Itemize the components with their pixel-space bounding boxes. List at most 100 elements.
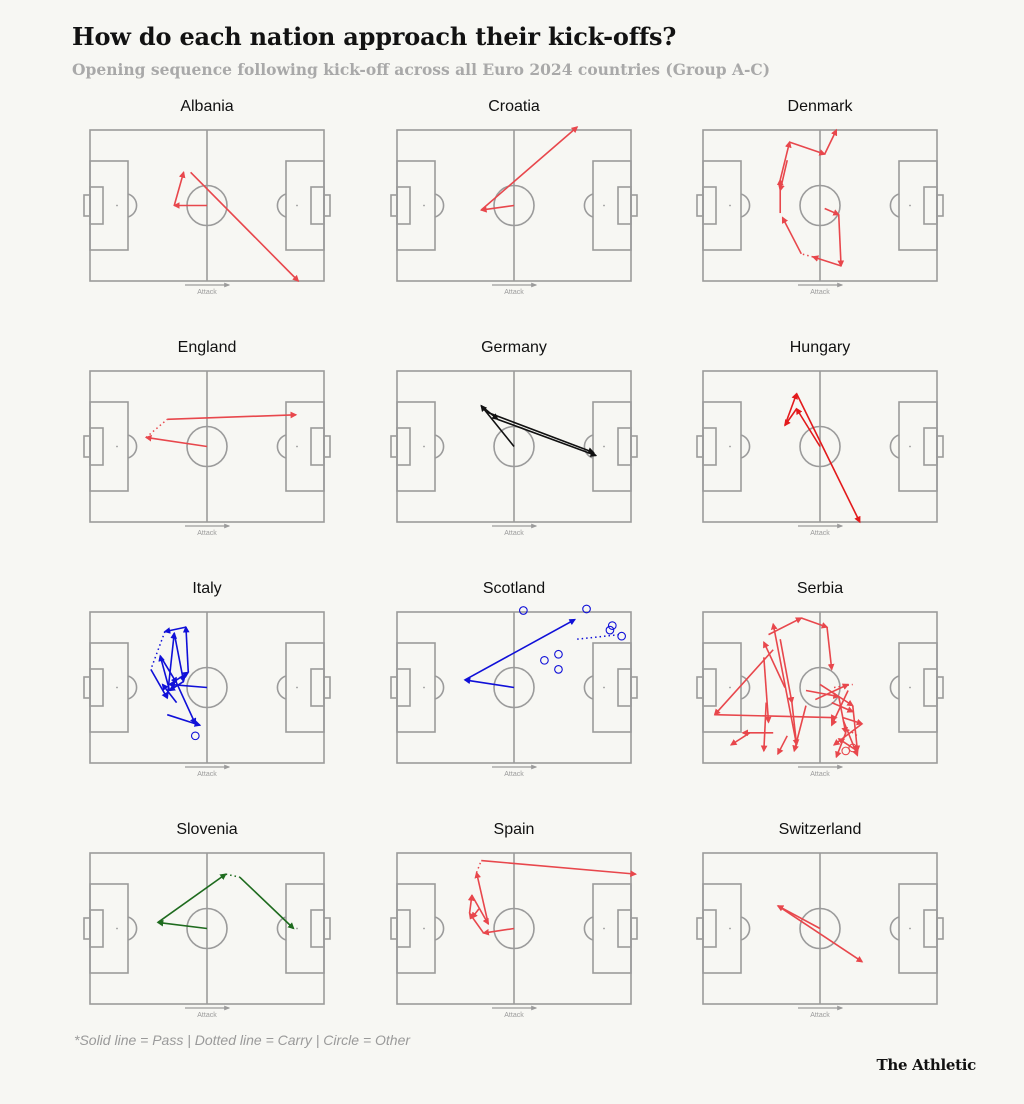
pitch-lines — [83, 611, 331, 764]
pitch-map: Attack — [696, 370, 944, 537]
pitch-panel-italy: Italy Attack — [77, 580, 337, 800]
pitch-map: Attack — [83, 129, 331, 296]
pass-arrow — [784, 392, 798, 426]
attack-label: Attack — [504, 289, 524, 296]
pass-arrow — [801, 617, 829, 629]
pitch-panel-switzerland: Switzerland Attack — [690, 821, 950, 1041]
pass-arrow — [768, 617, 803, 636]
event-layer — [713, 617, 864, 759]
pitch-map: Attack — [696, 852, 944, 1019]
attack-label: Attack — [197, 771, 217, 778]
other-event-marker — [617, 631, 626, 641]
pass-arrow — [474, 871, 490, 925]
pass-arrow — [481, 859, 638, 878]
event-layer — [784, 392, 861, 524]
pass-arrow — [464, 618, 577, 681]
pass-arrow — [831, 701, 854, 713]
attack-label: Attack — [810, 530, 830, 537]
pitch-map: Attack — [83, 370, 331, 537]
pitch-lines — [83, 852, 331, 1005]
other-event-marker — [607, 621, 617, 630]
pitch-map: Attack — [83, 611, 331, 778]
pass-arrow — [778, 160, 789, 192]
pass-arrow — [150, 668, 168, 700]
other-event-marker — [554, 665, 563, 674]
event-layer — [172, 170, 300, 282]
event-layer — [776, 905, 864, 963]
pass-arrow — [819, 683, 854, 707]
pass-arrow — [144, 434, 208, 448]
pass-arrow — [173, 632, 186, 683]
pitch-map: Attack — [390, 852, 638, 1019]
carry-line — [475, 860, 482, 873]
pass-arrow — [779, 140, 792, 181]
attack-label: Attack — [197, 289, 217, 296]
pass-arrow — [842, 720, 859, 757]
pass-arrow — [159, 655, 178, 685]
event-layer — [463, 604, 626, 689]
panel-title: Scotland — [482, 580, 546, 597]
pass-arrow — [760, 702, 768, 753]
pass-arrow — [826, 627, 835, 671]
pitch-lines — [696, 129, 944, 282]
pass-arrow — [463, 677, 515, 689]
pass-arrow — [814, 683, 850, 701]
pitch-panel-serbia: Serbia Attack — [690, 580, 950, 800]
pass-arrow — [795, 407, 821, 447]
pass-arrow — [471, 894, 489, 926]
event-layer — [156, 873, 295, 930]
panel-title: Spain — [493, 821, 535, 838]
pitch-panel-germany: Germany Attack — [384, 339, 644, 559]
pass-arrow — [163, 626, 187, 634]
attack-label: Attack — [810, 1012, 830, 1019]
carry-line — [801, 253, 814, 258]
pass-arrow — [479, 204, 515, 213]
carry-line — [833, 683, 853, 689]
pass-arrow — [830, 690, 849, 727]
panel-title: Hungary — [789, 339, 851, 356]
panel-title: England — [177, 339, 237, 356]
pitch-map: Attack — [390, 126, 638, 296]
pitch-lines — [696, 611, 944, 764]
event-layer — [479, 126, 579, 213]
chart-title: How do each nation approach their kick-o… — [72, 22, 677, 51]
other-event-marker — [519, 606, 528, 615]
other-event-marker — [848, 743, 858, 753]
pass-arrow — [467, 893, 475, 914]
pass-arrow — [175, 682, 197, 725]
pass-arrow — [482, 927, 515, 936]
other-event-marker — [554, 649, 563, 659]
attack-label: Attack — [197, 530, 217, 537]
attack-label: Attack — [197, 1012, 217, 1019]
pass-arrow — [843, 716, 864, 726]
chart-subtitle: Opening sequence following kick-off acro… — [72, 60, 771, 79]
pass-arrow — [837, 696, 849, 735]
pass-arrow — [729, 732, 751, 746]
pass-arrow — [166, 713, 202, 727]
pass-arrow — [167, 411, 298, 421]
pass-arrow — [168, 680, 185, 692]
event-layer — [776, 128, 845, 268]
panel-title: Italy — [192, 580, 222, 597]
other-event-marker — [605, 625, 615, 635]
carry-line — [145, 418, 168, 439]
pass-arrow — [763, 640, 786, 688]
pass-arrow — [770, 622, 798, 746]
attack-label: Attack — [810, 771, 830, 778]
pitch-map: Attack — [696, 611, 944, 778]
pitch-panel-scotland: Scotland Attack — [384, 580, 644, 800]
pass-arrow — [497, 418, 598, 457]
pass-arrow — [157, 873, 227, 924]
pass-arrow — [182, 625, 190, 673]
pass-arrow — [480, 126, 579, 211]
event-layer — [144, 411, 298, 448]
pass-arrow — [811, 255, 842, 267]
panel-title: Slovenia — [176, 821, 238, 838]
pass-arrow — [156, 919, 208, 930]
event-layer — [480, 404, 598, 457]
pass-arrow — [169, 671, 190, 686]
panel-title: Switzerland — [778, 821, 862, 838]
attack-label: Attack — [810, 289, 830, 296]
pass-arrow — [781, 216, 802, 255]
attack-label: Attack — [504, 771, 524, 778]
